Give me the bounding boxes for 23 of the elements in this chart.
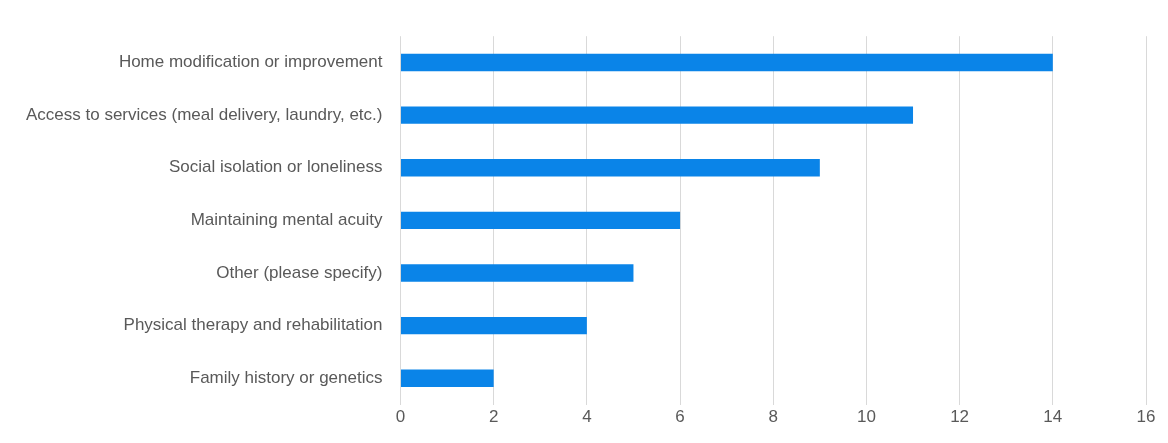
bar — [400, 264, 634, 282]
bar — [400, 53, 1053, 72]
y-tick-label: Access to services (meal delivery, laundry, etc.) — [25, 104, 383, 124]
y-tick-label: Family history or genetics — [189, 367, 383, 387]
y-tick-label: Maintaining mental acuity — [190, 210, 383, 230]
x-tick-label: 2 — [488, 407, 499, 427]
bar — [400, 106, 914, 124]
bar — [400, 211, 681, 230]
y-tick-label: Home modification or improvement — [118, 52, 383, 72]
bar — [400, 159, 820, 177]
x-tick-label: 12 — [950, 407, 970, 427]
y-tick-label: Physical therapy and rehabilitation — [123, 315, 383, 335]
x-tick-label: 10 — [856, 407, 876, 427]
bar — [400, 369, 494, 387]
y-tick-label: Social isolation or loneliness — [168, 157, 383, 177]
y-tick-label: Other (please specify) — [216, 262, 383, 282]
x-tick-label: 0 — [395, 407, 406, 427]
x-tick-label: 4 — [582, 407, 592, 427]
bar — [400, 316, 587, 335]
x-tick-label: 8 — [768, 407, 778, 427]
x-tick-label: 14 — [1043, 407, 1063, 427]
x-tick-label: 6 — [675, 407, 685, 427]
x-tick-label: 16 — [1136, 407, 1156, 427]
